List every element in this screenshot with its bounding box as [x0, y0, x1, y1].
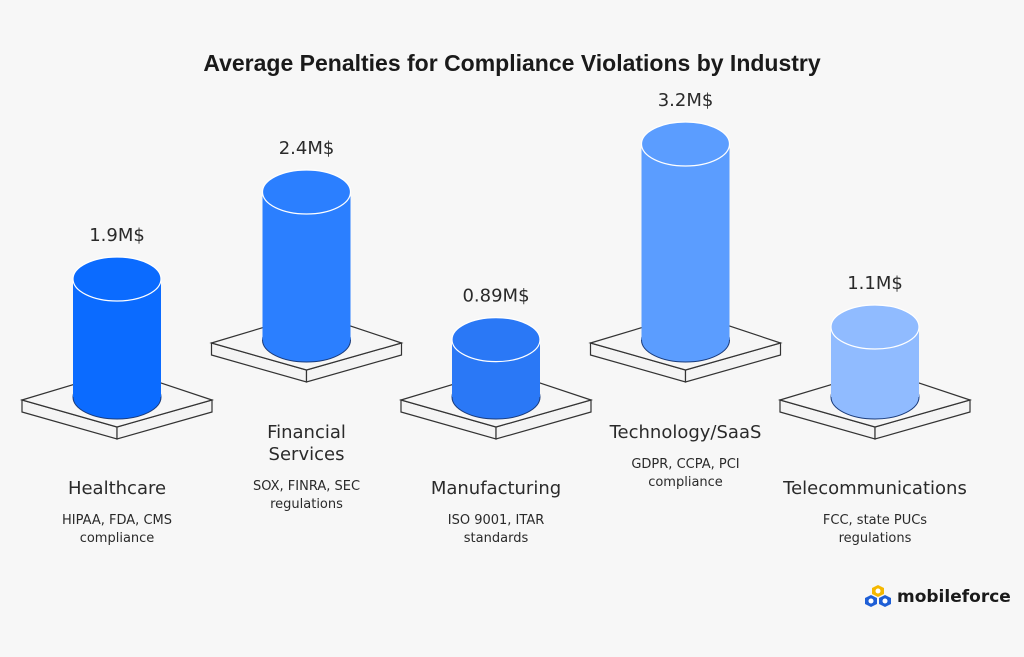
chart-title: Average Penalties for Compliance Violati…: [203, 50, 821, 76]
category-subtitle: standards: [464, 531, 529, 546]
value-label: 2.4M$: [279, 138, 335, 159]
logo-icon: [865, 585, 891, 607]
category-subtitle: ISO 9001, ITAR: [448, 513, 545, 528]
category-label: Financial: [267, 422, 346, 443]
category-subtitle: compliance: [648, 475, 723, 490]
category-label: Telecommunications: [782, 478, 967, 499]
value-label: 3.2M$: [658, 90, 714, 111]
category-subtitle: HIPAA, FDA, CMS: [62, 513, 172, 528]
category-subtitle: FCC, state PUCs: [823, 513, 927, 528]
category-label: Healthcare: [68, 478, 166, 499]
category-subtitle: compliance: [80, 531, 155, 546]
category-label: Technology/SaaS: [609, 422, 762, 443]
value-label: 1.1M$: [847, 273, 903, 294]
category-subtitle: regulations: [270, 497, 343, 512]
brand-logo: mobileforce: [863, 584, 1011, 610]
cylinder-top: [451, 317, 541, 363]
brand-name: mobileforce: [897, 587, 1011, 607]
cylinder-bar-technology-saas: [641, 144, 730, 340]
category-subtitle: SOX, FINRA, SEC: [253, 479, 360, 494]
value-label: 0.89M$: [462, 286, 529, 307]
value-label: 1.9M$: [89, 225, 145, 246]
category-label: Manufacturing: [431, 478, 561, 499]
cylinder-top: [261, 169, 352, 215]
cylinder-top: [640, 121, 731, 167]
cylinder-bar-financial-services: [262, 192, 351, 340]
category-subtitle: GDPR, CCPA, PCI: [631, 457, 739, 472]
category-subtitle: regulations: [839, 531, 912, 546]
category-label: Services: [269, 444, 345, 465]
cylinder-top: [830, 304, 920, 350]
cylinder-top: [72, 256, 162, 302]
